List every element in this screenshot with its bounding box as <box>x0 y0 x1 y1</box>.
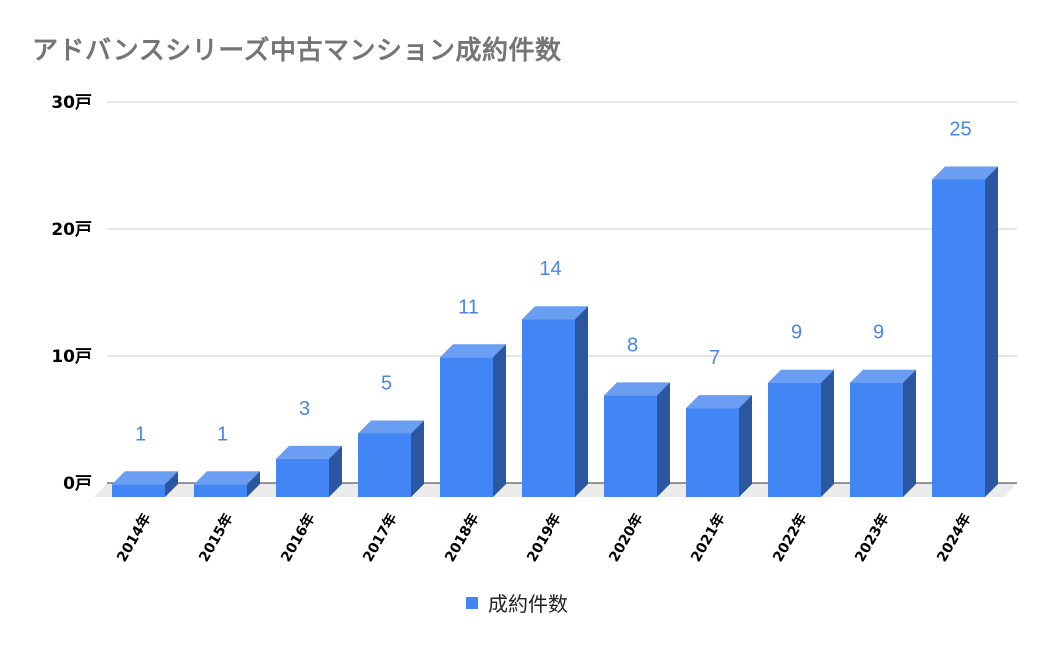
data-label: 8 <box>627 334 638 356</box>
y-tick-label: 0戸 <box>63 474 92 494</box>
y-tick-label: 30戸 <box>51 93 92 113</box>
x-tick-label: 2024年 <box>933 511 974 565</box>
data-label: 9 <box>873 322 884 344</box>
data-label: 11 <box>458 296 479 318</box>
x-tick-label: 2021年 <box>687 511 728 565</box>
data-label: 1 <box>217 423 228 445</box>
data-label: 1 <box>135 423 146 445</box>
bar-2014年 <box>112 471 178 497</box>
x-tick-label: 2020年 <box>605 511 646 565</box>
x-tick-label: 2019年 <box>523 511 564 565</box>
data-label: 25 <box>949 119 971 141</box>
x-tick-label: 2022年 <box>769 511 810 565</box>
x-tick-label: 2023年 <box>851 511 892 565</box>
x-tick-label: 2016年 <box>277 511 318 565</box>
x-tick-label: 2017年 <box>359 511 400 565</box>
legend-swatch-icon <box>466 596 478 609</box>
chart-title: アドバンスシリーズ中古マンション成約件数 <box>32 36 562 66</box>
data-label: 14 <box>539 258 561 280</box>
data-label: 7 <box>709 347 720 369</box>
legend-label: 成約件数 <box>488 592 568 616</box>
x-tick-label: 2018年 <box>441 511 482 565</box>
data-label: 5 <box>381 373 392 395</box>
bar-2023年 <box>850 369 916 497</box>
data-label: 3 <box>299 398 310 420</box>
bar-2024年 <box>932 166 998 497</box>
bar-2017年 <box>358 420 424 497</box>
bar-2015年 <box>194 471 260 497</box>
legend: 成約件数 <box>466 588 568 617</box>
bar-2020年 <box>604 382 670 497</box>
bar-2016年 <box>276 445 342 497</box>
bar-2021年 <box>686 395 752 497</box>
y-tick-label: 10戸 <box>51 347 92 367</box>
data-label: 9 <box>791 322 802 344</box>
x-tick-label: 2015年 <box>195 511 236 565</box>
bar-2019年 <box>522 306 588 497</box>
bar-2018年 <box>440 344 506 497</box>
y-tick-label: 20戸 <box>51 220 92 240</box>
bar-2022年 <box>768 369 834 497</box>
x-tick-label: 2014年 <box>113 511 154 565</box>
